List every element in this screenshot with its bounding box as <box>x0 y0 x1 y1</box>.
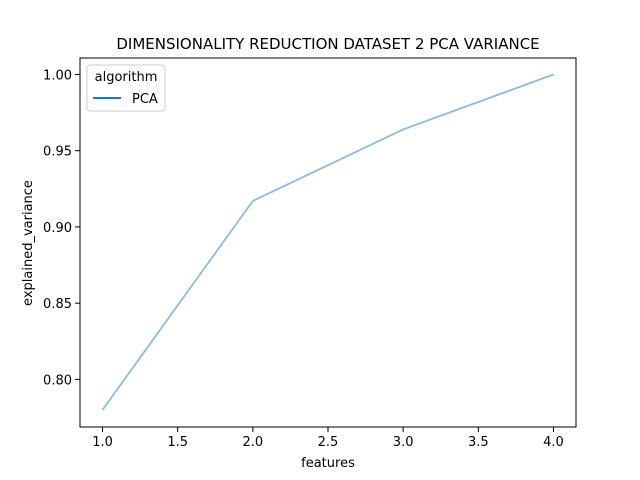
x-axis: 1.0 1.5 2.0 2.5 3.0 3.5 4.0 <box>92 427 564 450</box>
legend-box <box>86 64 166 112</box>
legend-title: algorithm <box>95 70 158 85</box>
x-tick-label: 1.0 <box>92 435 113 450</box>
legend: algorithm PCA <box>86 64 166 112</box>
plot-frame <box>79 57 577 428</box>
y-tick-label: 0.90 <box>43 221 72 236</box>
y-tick-label: 0.80 <box>43 373 72 388</box>
chart-title: DIMENSIONALITY REDUCTION DATASET 2 PCA V… <box>116 35 539 53</box>
x-tick-label: 3.0 <box>393 435 414 450</box>
x-tick-label: 1.5 <box>167 435 188 450</box>
x-tick-label: 2.0 <box>243 435 264 450</box>
y-tick-label: 0.95 <box>43 145 72 160</box>
x-tick-label: 3.5 <box>468 435 489 450</box>
series-line-pca <box>101 73 554 411</box>
legend-label-pca: PCA <box>132 92 158 107</box>
y-tick-label: 0.85 <box>43 297 72 312</box>
x-axis-label: features <box>301 456 355 471</box>
x-tick-label: 2.5 <box>318 435 339 450</box>
plot-lines <box>101 73 554 411</box>
y-axis: 0.80 0.85 0.90 0.95 1.00 <box>43 68 80 388</box>
y-tick-label: 1.00 <box>43 68 72 83</box>
y-axis-label: explained_variance <box>21 180 36 306</box>
x-tick-label: 4.0 <box>543 435 564 450</box>
